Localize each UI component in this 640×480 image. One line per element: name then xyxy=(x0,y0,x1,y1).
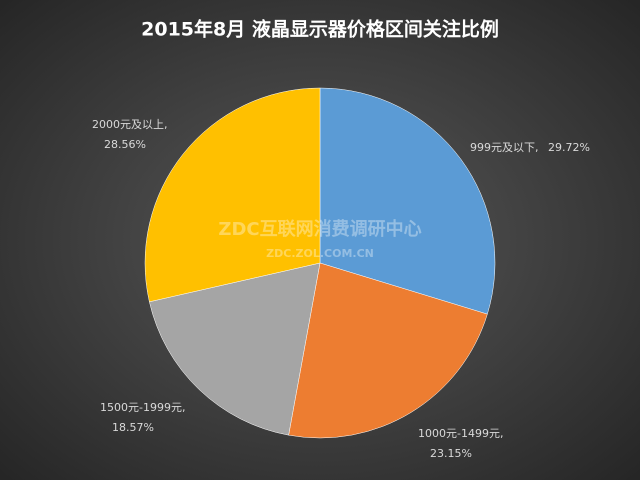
slice-value-label: 28.56% xyxy=(104,138,146,151)
slice-category-label: 1500元-1999元, xyxy=(100,401,185,414)
pie-slice xyxy=(149,262,321,436)
slice-value-label: 18.57% xyxy=(112,421,154,434)
chart-title: 2015年8月 液晶显示器价格区间关注比例 xyxy=(141,18,499,41)
slice-value-label: 29.72% xyxy=(548,141,590,154)
watermark: ZDC互联网消费调研中心 xyxy=(218,218,421,240)
watermark-url: ZDC.ZOL.COM.CN xyxy=(266,247,374,260)
slice-category-label: 999元及以下, xyxy=(470,141,539,154)
slice-value-label: 23.15% xyxy=(430,447,472,460)
slice-category-label: 2000元及以上, xyxy=(92,118,168,131)
pie-slice xyxy=(144,87,321,303)
slice-category-label: 1000元-1499元, xyxy=(418,427,503,440)
pie-slice xyxy=(288,262,488,439)
pie-slice xyxy=(319,87,496,315)
pie xyxy=(144,87,496,439)
